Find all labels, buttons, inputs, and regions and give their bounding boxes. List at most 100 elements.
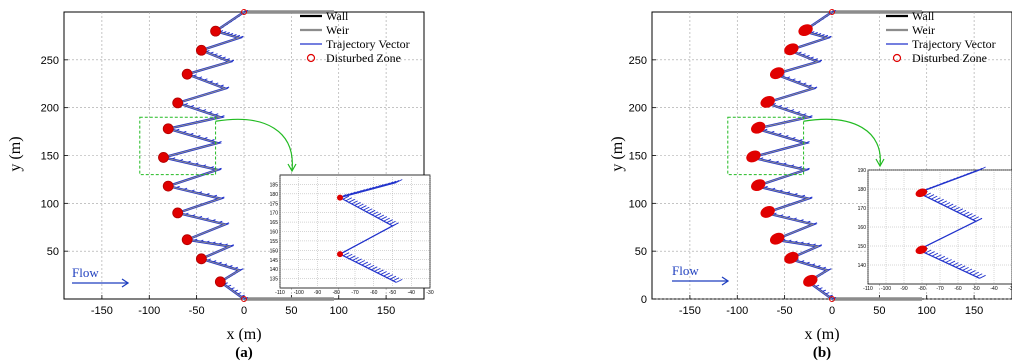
legend-entry: Weir [326, 23, 349, 37]
x-tick-label: -100 [726, 305, 748, 317]
flow-label: Flow [672, 263, 699, 278]
inset-trajectory-vector [360, 205, 367, 209]
inset-trajectory-vector [383, 217, 390, 222]
inset-trajectory-vector [927, 194, 935, 198]
disturbed-zone-marker [158, 152, 169, 163]
disturbed-zone-marker [172, 97, 184, 109]
inset-y-tick-label: 190 [858, 168, 867, 174]
inset-trajectory-vector [351, 200, 358, 205]
inset-y-tick-label: 180 [270, 192, 279, 198]
x-tick-label: 50 [285, 305, 297, 317]
inset-trajectory-vector [377, 214, 385, 219]
inset-trajectory-vector [937, 198, 944, 203]
inset-trajectory-vector [938, 255, 946, 260]
zoom-box [727, 116, 805, 176]
flow-label: Flow [72, 265, 99, 280]
inset-x-tick-label: -30 [1008, 286, 1012, 292]
disturbed-zone-marker [784, 43, 799, 56]
disturbed-zone-marker [784, 251, 799, 264]
inset-y-tick-label: 150 [270, 248, 279, 254]
inset-x-tick-label: -80 [333, 290, 340, 296]
disturbed-zone-marker [769, 232, 785, 245]
y-tick-label: 200 [41, 103, 59, 115]
disturbed-zone-marker [214, 276, 226, 288]
inset-trajectory-vector [962, 211, 970, 216]
x-tick-label: -50 [777, 305, 793, 317]
inset-y-tick-label: 155 [270, 239, 279, 245]
inset-trajectory-vector [924, 192, 932, 197]
y-tick-label: 200 [629, 103, 647, 115]
disturbed-circle-icon [306, 53, 316, 63]
disturbed-zone-marker [829, 296, 835, 302]
inset-x-tick-label: -50 [972, 286, 979, 292]
disturbed-zone-marker [769, 67, 785, 80]
inset-trajectory-vector [935, 254, 942, 259]
inset-plot: -110 -100 -90 -80 -70 -60 -50 -40 -30 140 150 160 17… [858, 166, 1012, 292]
inset-y-tick-label: 140 [270, 267, 279, 273]
inset-y-tick-label: 135 [270, 277, 279, 283]
inset-y-tick-label: 145 [270, 258, 279, 264]
inset-x-tick-label: -40 [408, 290, 415, 296]
y-tick-label: 250 [629, 55, 647, 67]
y-tick-label: 50 [635, 246, 647, 258]
inset-trajectory-vector [940, 200, 948, 205]
disturbed-circle-icon [892, 53, 902, 63]
y-tick-label: 50 [47, 246, 59, 258]
inset-trajectory-vector [357, 203, 364, 208]
inset-trajectory-vector [962, 266, 969, 271]
disturbed-zone-marker [760, 95, 775, 108]
inset-trajectory-vector [975, 273, 983, 278]
inset-trajectory-vector [386, 219, 393, 224]
inset-trajectory-vector [969, 270, 976, 274]
inset-trajectory-vector [371, 266, 378, 271]
inset-trajectory-vector [380, 216, 388, 220]
inset-trajectory-vector [361, 261, 369, 266]
x-tick-label: -50 [189, 305, 205, 317]
chart-panel-a: -150 -100 -50 0 50 100 150 50 100 150 200 250 x (m) y… [7, 9, 434, 361]
zoom-box [139, 116, 217, 176]
inset-disturbed-marker [915, 188, 928, 198]
x-tick-label: 150 [965, 305, 983, 317]
inset-trajectory-vector [346, 253, 353, 258]
x-axis-label: x (m) [804, 326, 839, 343]
legend-entry: Trajectory Vector [912, 37, 996, 51]
inset-trajectory-vector [924, 249, 932, 254]
inset-disturbed-marker [337, 194, 343, 201]
x-tick-label: 100 [330, 305, 348, 317]
inset-trajectory-vector [363, 206, 370, 211]
x-tick-label: -100 [138, 305, 160, 317]
legend-entry: Wall [326, 9, 349, 23]
y-tick-label: 150 [629, 151, 647, 163]
inset-trajectory-vector [345, 197, 353, 202]
inset-y-tick-label: 150 [858, 244, 867, 250]
legend-entry: Disturbed Zone [326, 51, 401, 65]
inset-trajectory-vector [348, 198, 355, 203]
y-axis-label: y (m) [7, 136, 24, 171]
inset-x-tick-label: -90 [900, 286, 907, 292]
disturbed-zone-marker [798, 24, 813, 37]
inset-trajectory-vector [979, 274, 986, 279]
x-axis-label: x (m) [226, 326, 261, 343]
inset-trajectory-vector [966, 213, 973, 217]
inset-plot: -110 -100 -90 -80 -70 -60 -50 -40 -30 135 140 145 15… [270, 174, 434, 296]
x-tick-label: 150 [377, 305, 395, 317]
inset-trajectory-vector [377, 269, 384, 274]
inset-y-tick-label: 175 [270, 201, 279, 207]
inset-trajectory-vector [948, 260, 956, 265]
inset-x-tick-label: -50 [389, 290, 396, 296]
inset-trajectory-vector [374, 267, 381, 272]
inset-y-tick-label: 140 [858, 263, 867, 269]
y-axis-label: y (m) [609, 136, 626, 171]
x-tick-label: -150 [91, 305, 113, 317]
flow-arrow-head [721, 276, 730, 286]
inset-trajectory-vector [928, 251, 935, 255]
inset-trajectory-vector [386, 274, 394, 279]
inset-y-tick-label: 185 [270, 182, 279, 188]
inset-trajectory-vector [972, 271, 980, 276]
chart-panel-b: -150 -100 -50 0 50 100 150 0 50 100 150 200 250 x (m)… [609, 9, 1012, 361]
inset-trajectory-vector [953, 206, 960, 211]
x-tick-label: -150 [679, 305, 701, 317]
zoom-arrow [215, 118, 293, 172]
disturbed-zone-marker [210, 25, 221, 37]
